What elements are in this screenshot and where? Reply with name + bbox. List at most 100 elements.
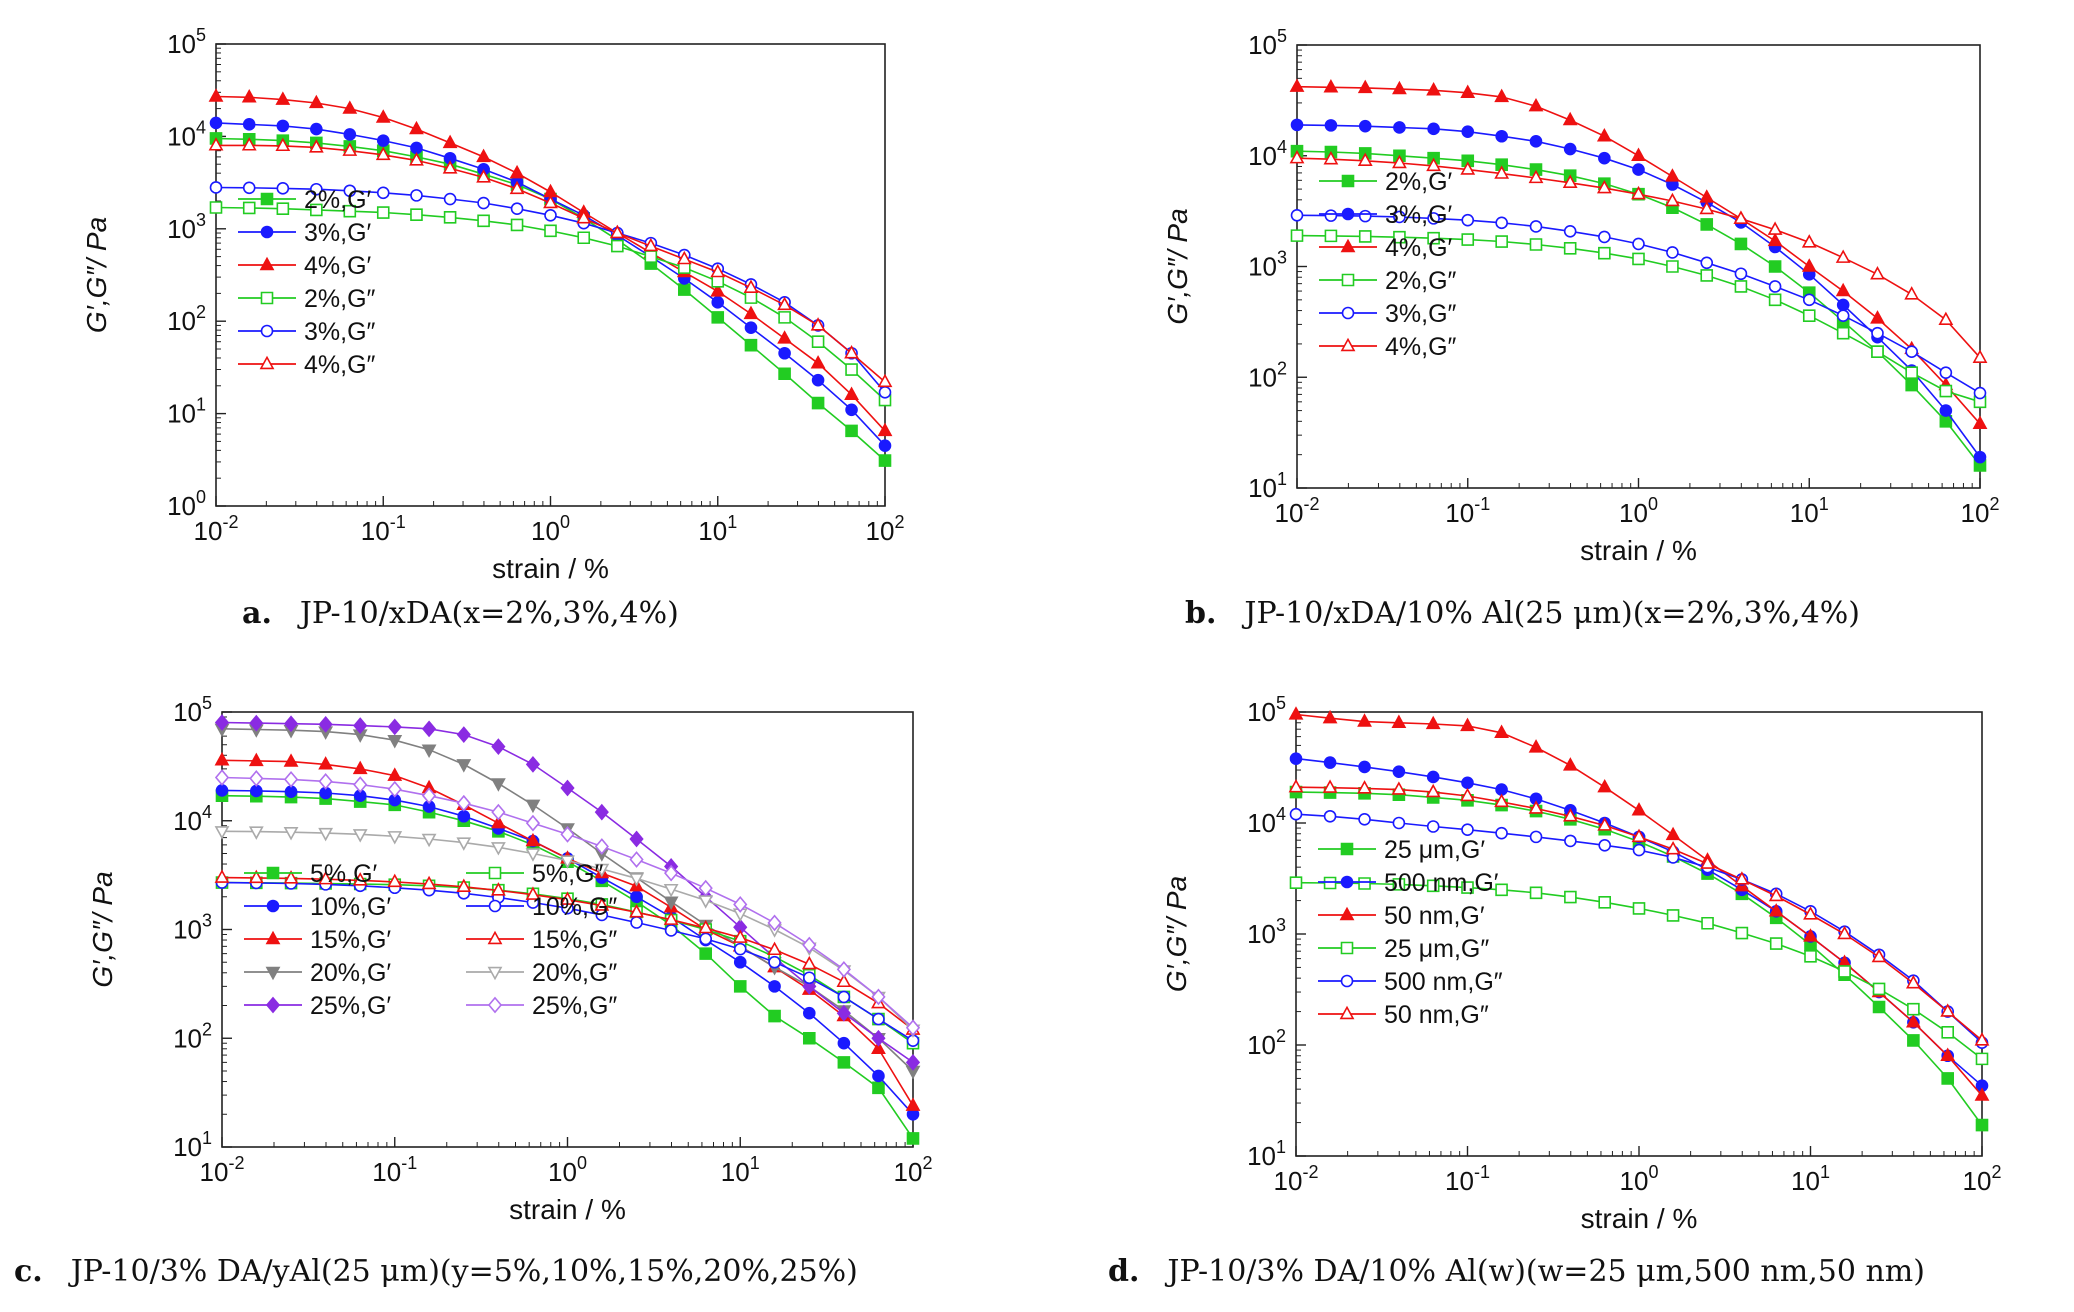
data-point [1598, 896, 1612, 909]
data-point [1905, 366, 1918, 379]
caption-a: a. JP-10/xDA(x=2%,3%,4%) [242, 596, 679, 631]
data-point [611, 239, 624, 253]
data-point [836, 960, 851, 978]
legend-entry: 25 μm,G′ [1384, 836, 1485, 864]
x-tick-label: 102 [1961, 494, 2000, 528]
data-point [594, 838, 609, 855]
data-point [1529, 135, 1543, 148]
data-point [698, 919, 714, 934]
data-point [1461, 776, 1474, 790]
y-tick-label: 105 [1247, 693, 1286, 727]
data-point [778, 367, 791, 381]
x-tick-label: 10-2 [1274, 1162, 1319, 1196]
data-point [1562, 757, 1578, 771]
data-point [509, 180, 525, 195]
data-point [1358, 877, 1371, 890]
x-tick-label: 101 [1791, 1162, 1830, 1196]
series-3 [208, 88, 893, 437]
data-point [1666, 909, 1680, 922]
data-point [410, 208, 423, 222]
x-tick-label: 100 [531, 512, 570, 546]
x-tick-label: 101 [721, 1153, 760, 1187]
data-point [871, 1040, 886, 1054]
data-point [810, 317, 826, 331]
y-tick-label: 104 [1248, 137, 1287, 171]
data-point [1392, 80, 1407, 95]
data-point [768, 956, 781, 969]
legend: 2%,G′ 3%,G′ 4%,G′ 2%,G″ 3%,G″ 4%,G″ [238, 186, 376, 379]
data-point [215, 784, 229, 797]
y-tick-label: 104 [167, 117, 206, 151]
data-point [1323, 876, 1337, 890]
data-point [1461, 154, 1475, 168]
data-point [905, 1019, 921, 1037]
legend-swatch-marker [266, 866, 280, 880]
data-point [1495, 130, 1508, 143]
data-point [1426, 820, 1440, 833]
data-point [1938, 311, 1954, 326]
data-point [248, 869, 264, 884]
data-point [1767, 232, 1783, 247]
data-point [1461, 125, 1475, 138]
data-point [375, 146, 391, 161]
data-point [1972, 349, 1988, 363]
data-point [248, 826, 264, 840]
data-point [1734, 280, 1748, 293]
data-point [1632, 252, 1645, 266]
series-4 [209, 201, 892, 407]
data-point [1324, 229, 1338, 243]
data-point [594, 863, 610, 878]
data-point [1289, 807, 1303, 821]
y-tick-label: 103 [173, 911, 212, 945]
data-point [872, 1012, 885, 1026]
y-axis-title: G′,G″/ Pa [87, 871, 118, 987]
data-point [1835, 249, 1851, 263]
y-axis-title: G′,G″/ Pa [1161, 876, 1192, 992]
data-point [629, 873, 644, 887]
data-point [1289, 78, 1305, 92]
data-point [1905, 974, 1921, 989]
data-point [308, 139, 324, 153]
data-point [1357, 152, 1373, 167]
legend-swatch-marker [1341, 306, 1355, 320]
data-point [1804, 949, 1817, 963]
data-point [733, 980, 747, 993]
data-point [491, 738, 506, 756]
data-point [1529, 163, 1543, 176]
y-tick-label: 101 [167, 395, 206, 429]
data-point [525, 755, 541, 773]
data-point [457, 810, 471, 823]
data-point [1393, 230, 1406, 244]
legend-entry: 4%,G′ [1385, 234, 1453, 262]
caption-letter: a. [242, 596, 272, 631]
data-point [1562, 174, 1578, 188]
data-point [905, 1097, 921, 1111]
data-point [421, 744, 437, 758]
data-point [1631, 802, 1647, 816]
data-point [1665, 168, 1680, 182]
data-point [410, 189, 423, 202]
legend-entry: 3%,G′ [304, 219, 372, 247]
data-point [343, 184, 357, 197]
data-point [1528, 800, 1544, 814]
data-point [1393, 121, 1406, 134]
data-point [376, 134, 390, 147]
series-4 [1290, 229, 1987, 409]
data-point [352, 872, 368, 886]
data-point [837, 1037, 851, 1050]
y-tick-label: 100 [167, 487, 206, 521]
data-point [310, 203, 323, 217]
data-point [318, 870, 334, 885]
data-point [1495, 235, 1508, 248]
data-point [1357, 713, 1372, 727]
data-point [1941, 1026, 1955, 1039]
data-point [710, 283, 726, 297]
data-point [1494, 88, 1510, 103]
y-tick-label: 103 [1248, 248, 1287, 282]
data-point [276, 182, 290, 195]
data-point [209, 116, 223, 130]
data-point [241, 137, 257, 151]
data-point [577, 231, 591, 245]
data-point [1835, 282, 1851, 297]
data-point [1598, 152, 1611, 165]
